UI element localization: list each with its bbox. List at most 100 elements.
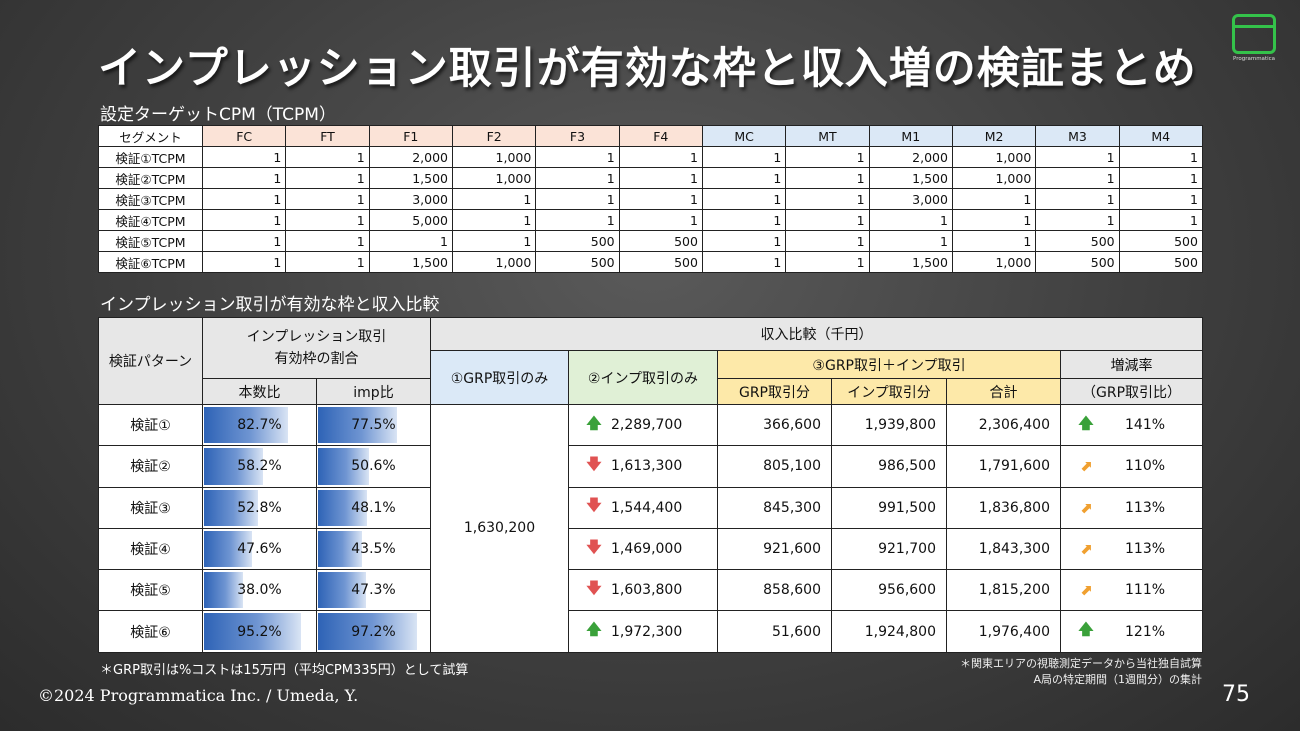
imp-ratio-bar	[318, 407, 397, 444]
tcpm-cell: 1	[1035, 188, 1120, 210]
header-imp-ratio-line1: インプレッション取引	[246, 329, 387, 345]
tcpm-cell: 1	[201, 146, 287, 168]
imp-ratio-cell: 77.5%	[316, 403, 431, 447]
tcpm-cell: 2,000	[368, 146, 453, 168]
comparison-row: 検証⑤ 38.0% 47.3% 🡇 1,603,800 858,600 956,600 1,8…	[98, 569, 1204, 612]
tcpm-row-label: 検証②TCPM	[98, 167, 203, 189]
arrow-up-right-icon: ⬈	[1079, 498, 1093, 517]
tcpm-cell: 1	[868, 209, 953, 231]
grp-part-value: 805,100	[717, 445, 832, 488]
tcpm-cell: 1	[785, 251, 870, 273]
total-value: 1,976,400	[946, 610, 1061, 653]
row-label: 検証①	[98, 403, 203, 447]
grp-part-value: 845,300	[717, 486, 832, 529]
imp-ratio-bar	[318, 530, 363, 568]
imp-only-cell: 🡇 1,544,400	[568, 486, 718, 529]
imp-only-cell: 🡅 2,289,700	[568, 403, 718, 447]
tcpm-header-cell: FT	[285, 125, 370, 147]
tcpm-cell: 1,500	[368, 251, 453, 273]
tcpm-header-cell: MC	[701, 125, 787, 147]
tcpm-cell: 1	[1035, 146, 1120, 168]
count-ratio-bar	[204, 448, 264, 485]
count-ratio-value: 58.2%	[237, 458, 282, 475]
count-ratio-cell: 95.2%	[202, 610, 317, 653]
count-ratio-value: 52.8%	[237, 499, 282, 516]
tcpm-cell: 1	[701, 167, 787, 189]
comparison-row: 検証① 82.7% 77.5% 1,630,200 🡅 2,289,700 366,600 1…	[98, 403, 1204, 653]
note-left: ＊GRP取引は%コストは15万円（平均CPM335円）として試算	[100, 663, 469, 678]
tcpm-row: 検証⑤TCPM 1 1 1 1 500 500 1 1 1 1 500 500	[98, 230, 1203, 252]
total-value: 1,815,200	[946, 569, 1061, 612]
tcpm-cell: 1	[535, 209, 620, 231]
count-ratio-cell: 47.6%	[202, 527, 317, 571]
header-imp-ratio: インプレッション取引 有効枠の割合	[202, 317, 431, 379]
header-imp-ratio-line2: 有効枠の割合	[274, 351, 359, 367]
note-right-line1: ＊関東エリアの視聴測定データから当社独自試算	[960, 657, 1202, 670]
tcpm-cell: 1	[368, 230, 453, 252]
header-change: 増減率	[1059, 350, 1204, 379]
count-ratio-value: 38.0%	[237, 582, 282, 599]
tcpm-section-title: 設定ターゲットCPM（TCPM）	[100, 105, 336, 125]
tcpm-cell: 1	[285, 209, 370, 231]
imp-only-value: 1,972,300	[611, 623, 683, 640]
header-count-ratio: 本数比	[202, 378, 317, 405]
page-title: インプレッション取引が有効な枠と収入増の検証まとめ	[98, 44, 1197, 94]
change-value: 141%	[1125, 417, 1166, 434]
tcpm-cell: 1	[451, 230, 537, 252]
comparison-row: 検証⑥ 95.2% 97.2% 🡅 1,972,300 51,600 1,924,800 1,…	[98, 610, 1204, 653]
tcpm-cell: 1	[285, 188, 370, 210]
tcpm-header-cell: F1	[368, 125, 453, 147]
tcpm-cell: 500	[618, 251, 703, 273]
tcpm-cell: 1	[785, 167, 870, 189]
change-cell: 🡅 121%	[1059, 610, 1204, 653]
header-grp-only: ①GRP取引のみ	[430, 350, 569, 405]
tcpm-row: 検証②TCPM 1 1 1,500 1,000 1 1 1 1 1,500 1,000 1 1	[98, 167, 1203, 189]
tcpm-header-cell: F2	[451, 125, 537, 147]
count-ratio-bar	[204, 407, 289, 444]
imp-only-cell: 🡅 1,972,300	[568, 610, 718, 653]
grp-part-value: 51,600	[717, 610, 832, 653]
tcpm-cell: 1	[701, 230, 787, 252]
tcpm-cell: 1	[535, 188, 620, 210]
count-ratio-bar	[204, 489, 258, 526]
row-label: 検証④	[98, 527, 203, 571]
arrow-down-icon: 🡇	[586, 454, 602, 473]
logo-icon	[1232, 14, 1276, 54]
imp-only-value: 1,469,000	[611, 541, 683, 558]
header-pattern: 検証パターン	[98, 317, 203, 405]
tcpm-row: 検証④TCPM 1 1 5,000 1 1 1 1 1 1 1 1 1	[98, 209, 1203, 231]
row-label: 検証⑥	[98, 610, 203, 653]
imp-only-value: 1,544,400	[611, 499, 683, 516]
imp-ratio-bar	[318, 489, 367, 526]
tcpm-cell: 1,500	[368, 167, 453, 189]
arrow-up-icon: 🡅	[586, 620, 602, 639]
count-ratio-value: 47.6%	[237, 541, 282, 558]
count-ratio-bar	[204, 613, 301, 650]
tcpm-cell: 1	[285, 251, 370, 273]
header-change-sub: （GRP取引比）	[1059, 378, 1204, 405]
tcpm-cell: 1,000	[451, 146, 537, 168]
tcpm-header-cell: FC	[201, 125, 287, 147]
tcpm-table: セグメント FC FT F1 F2 F3 F4 MC MT M1 M2 M3 M4 検証①TCPM 1 1 2,…	[98, 125, 1203, 273]
tcpm-cell: 1	[201, 209, 287, 231]
tcpm-header-cell: MT	[785, 125, 870, 147]
change-value: 113%	[1125, 541, 1166, 558]
grp-only-value: 1,630,200	[430, 404, 569, 653]
tcpm-header-cell: F3	[535, 125, 620, 147]
imp-ratio-value: 43.5%	[351, 541, 396, 558]
tcpm-cell: 1	[285, 146, 370, 168]
tcpm-cell: 1	[201, 167, 287, 189]
change-cell: ⬈ 111%	[1059, 569, 1204, 612]
tcpm-cell: 1	[618, 167, 703, 189]
page-number: 75	[1222, 682, 1250, 707]
tcpm-cell: 5,000	[368, 209, 453, 231]
comparison-section-title: インプレッション取引が有効な枠と収入比較	[100, 295, 440, 315]
grp-part-value: 858,600	[717, 569, 832, 612]
header-total: 合計	[946, 378, 1061, 405]
tcpm-cell: 1	[451, 209, 537, 231]
tcpm-cell: 1	[785, 230, 870, 252]
change-value: 121%	[1125, 623, 1166, 640]
tcpm-header-cell: M1	[868, 125, 953, 147]
tcpm-cell: 500	[1035, 251, 1120, 273]
header-grp-part: GRP取引分	[717, 378, 832, 405]
